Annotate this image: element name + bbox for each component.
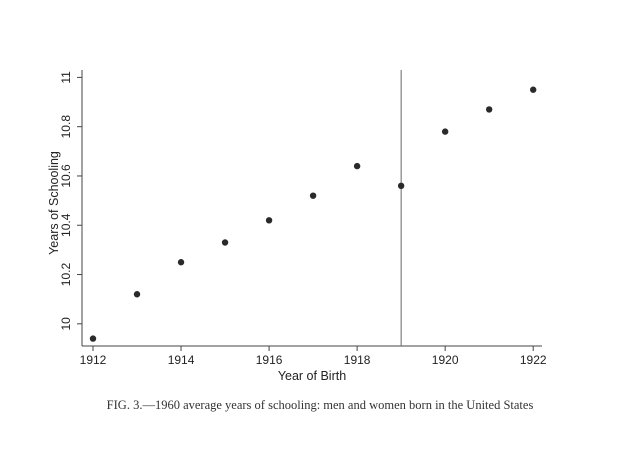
y-axis-title: Years of Schooling	[47, 151, 61, 255]
y-tick-label: 11	[59, 71, 73, 84]
data-point	[309, 192, 317, 199]
data-point	[529, 86, 537, 93]
data-point	[353, 162, 361, 170]
x-tick-label: 1912	[80, 353, 107, 367]
scatter-chart: 1912 1914 1916 1918 1920 1922 10 10.2 10.4 10.6 10…	[47, 70, 547, 383]
y-tick-label: 10.6	[59, 164, 73, 188]
figure-caption: FIG. 3.—1960 average years of schooling:…	[106, 398, 534, 412]
data-point	[265, 217, 273, 224]
x-tick-label: 1914	[168, 353, 195, 367]
y-tick-label: 10.2	[59, 263, 73, 287]
x-tick-label: 1922	[520, 353, 547, 367]
data-point	[133, 291, 141, 298]
x-tick-label: 1916	[256, 353, 283, 367]
y-tick-label: 10.8	[59, 115, 73, 139]
x-tick-label: 1920	[432, 353, 459, 367]
data-point	[397, 182, 405, 190]
data-point	[89, 335, 97, 342]
x-axis-title: Year of Birth	[278, 369, 346, 383]
data-point	[177, 259, 185, 266]
axes	[77, 70, 542, 351]
data-point	[441, 128, 449, 135]
x-tick-label: 1918	[344, 353, 371, 367]
data-points	[89, 86, 537, 342]
tick-labels: 1912 1914 1916 1918 1920 1922 10 10.2 10.4 10.6 10…	[59, 71, 547, 367]
y-tick-label: 10.4	[59, 213, 73, 237]
data-point	[485, 106, 493, 113]
y-tick-label: 10	[59, 317, 73, 331]
data-point	[221, 239, 229, 246]
